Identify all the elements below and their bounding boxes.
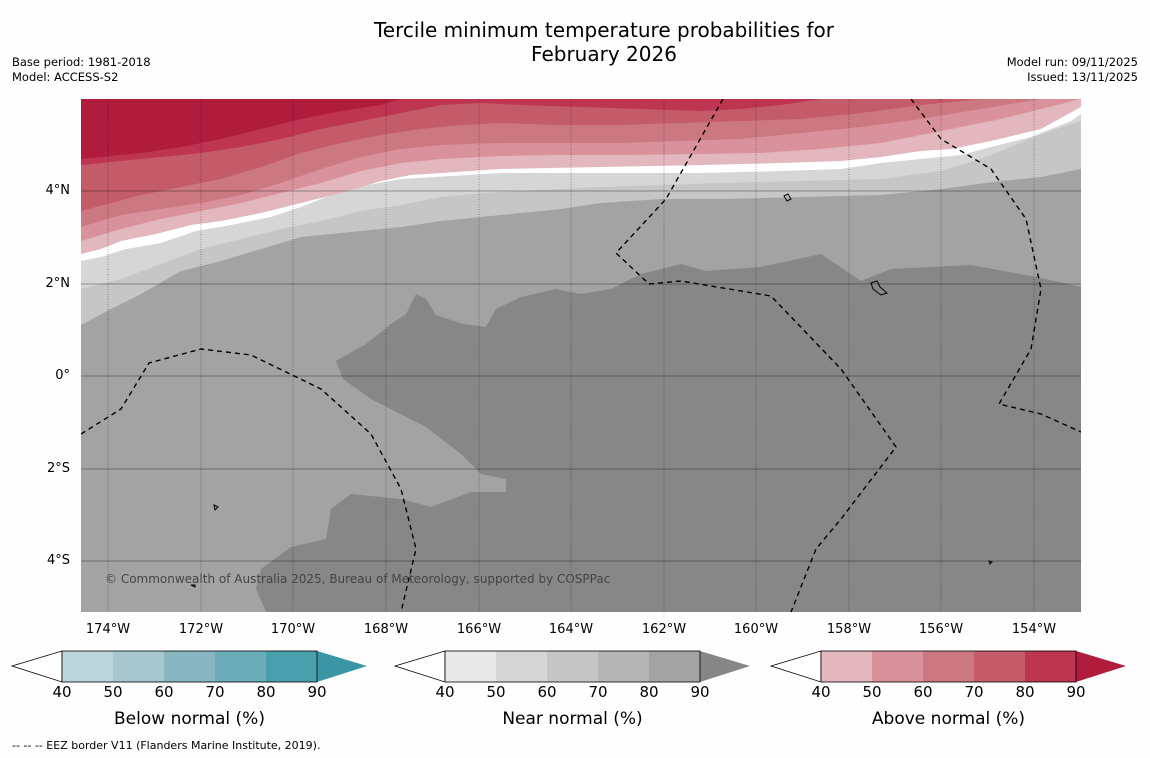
cb2-tick-40: 40 — [811, 683, 831, 701]
cb1-tick-40: 40 — [435, 683, 455, 701]
colorbar-label-near: Near normal (%) — [502, 709, 643, 729]
cb0-seg5 — [266, 651, 317, 682]
cb0-seg3 — [164, 651, 215, 682]
colorbar-above-normal — [769, 650, 1126, 683]
lon-label-162w: 162°W — [641, 622, 687, 637]
lon-label-160w: 160°W — [733, 622, 779, 637]
cb1-seg3 — [547, 651, 598, 682]
info-left: Base period: 1981-2018 Model: ACCESS-S2 — [12, 55, 151, 85]
cb1-seg6 — [700, 651, 750, 682]
cb0-tick-60: 60 — [154, 683, 174, 701]
cb2-seg1 — [821, 651, 872, 682]
cb0-tick-50: 50 — [103, 683, 123, 701]
lat-label-0: 0° — [55, 368, 70, 383]
cb1-seg0 — [393, 650, 446, 683]
map-title: Tercile minimum temperature probabilitie… — [300, 18, 908, 66]
model-name: Model: ACCESS-S2 — [12, 70, 119, 84]
lon-label-156w: 156°W — [918, 622, 964, 637]
lat-gridlines — [81, 190, 1081, 562]
cb2-tick-90: 90 — [1066, 683, 1086, 701]
cb1-tick-50: 50 — [486, 683, 506, 701]
cb0-tick-90: 90 — [307, 683, 327, 701]
model-run: Model run: 09/11/2025 — [1006, 55, 1138, 69]
cb2-seg3 — [923, 651, 974, 682]
cb2-seg6 — [1076, 651, 1126, 682]
cb0-seg6 — [317, 651, 367, 682]
cb0-seg1 — [62, 651, 113, 682]
gridlines — [107, 99, 1035, 612]
eez-borders — [81, 99, 1081, 612]
cb2-tick-60: 60 — [913, 683, 933, 701]
cb1-tick-90: 90 — [690, 683, 710, 701]
cb2-tick-50: 50 — [862, 683, 882, 701]
lat-label-4n: 4°N — [45, 183, 71, 198]
map-title-line1: Tercile minimum temperature probabilitie… — [373, 18, 835, 42]
cb0-seg2 — [113, 651, 164, 682]
cb1-seg1 — [445, 651, 496, 682]
lon-label-168w: 168°W — [363, 622, 409, 637]
cb0-tick-70: 70 — [205, 683, 225, 701]
cb2-seg4 — [974, 651, 1025, 682]
cb2-seg5 — [1025, 651, 1076, 682]
colorbar-label-below: Below normal (%) — [114, 709, 265, 729]
lon-label-172w: 172°W — [178, 622, 224, 637]
cb2-seg2 — [872, 651, 923, 682]
cb1-seg2 — [496, 651, 547, 682]
lat-label-2s: 2°S — [46, 461, 70, 476]
colorbar-near-normal — [393, 650, 750, 683]
cb1-tick-70: 70 — [588, 683, 608, 701]
lat-label-4s: 4°S — [46, 553, 70, 568]
cb2-tick-70: 70 — [964, 683, 984, 701]
lon-label-164w: 164°W — [548, 622, 594, 637]
map-title-line2: February 2026 — [531, 42, 677, 66]
map-copyright: © Commonwealth of Australia 2025, Bureau… — [105, 572, 610, 586]
cb1-seg5 — [649, 651, 700, 682]
lon-label-166w: 166°W — [456, 622, 502, 637]
base-period: Base period: 1981-2018 — [12, 55, 151, 69]
lon-label-170w: 170°W — [270, 622, 316, 637]
cb2-tick-80: 80 — [1015, 683, 1035, 701]
cb2-seg0 — [769, 650, 822, 683]
info-right: Model run: 09/11/2025 Issued: 13/11/2025 — [1007, 55, 1138, 85]
map-canvas: © Commonwealth of Australia 2025, Bureau… — [81, 99, 1081, 612]
cb1-seg4 — [598, 651, 649, 682]
lon-label-174w: 174°W — [85, 622, 131, 637]
cb0-seg4 — [215, 651, 266, 682]
cb1-tick-60: 60 — [537, 683, 557, 701]
cb0-tick-40: 40 — [52, 683, 72, 701]
eez-legend-note: -- -- -- EEZ border V11 (Flanders Marine… — [12, 739, 321, 752]
colorbar-label-above: Above normal (%) — [871, 709, 1026, 729]
lon-label-154w: 154°W — [1011, 622, 1057, 637]
islands — [190, 193, 993, 588]
cb0-tick-80: 80 — [256, 683, 276, 701]
colorbar-below-normal — [10, 650, 367, 683]
lon-label-158w: 158°W — [826, 622, 872, 637]
lat-label-2n: 2°N — [45, 276, 71, 291]
cb1-tick-80: 80 — [639, 683, 659, 701]
issued-date: Issued: 13/11/2025 — [1027, 70, 1138, 84]
above-normal-max-region — [81, 99, 401, 159]
cb0-seg0 — [10, 650, 63, 683]
